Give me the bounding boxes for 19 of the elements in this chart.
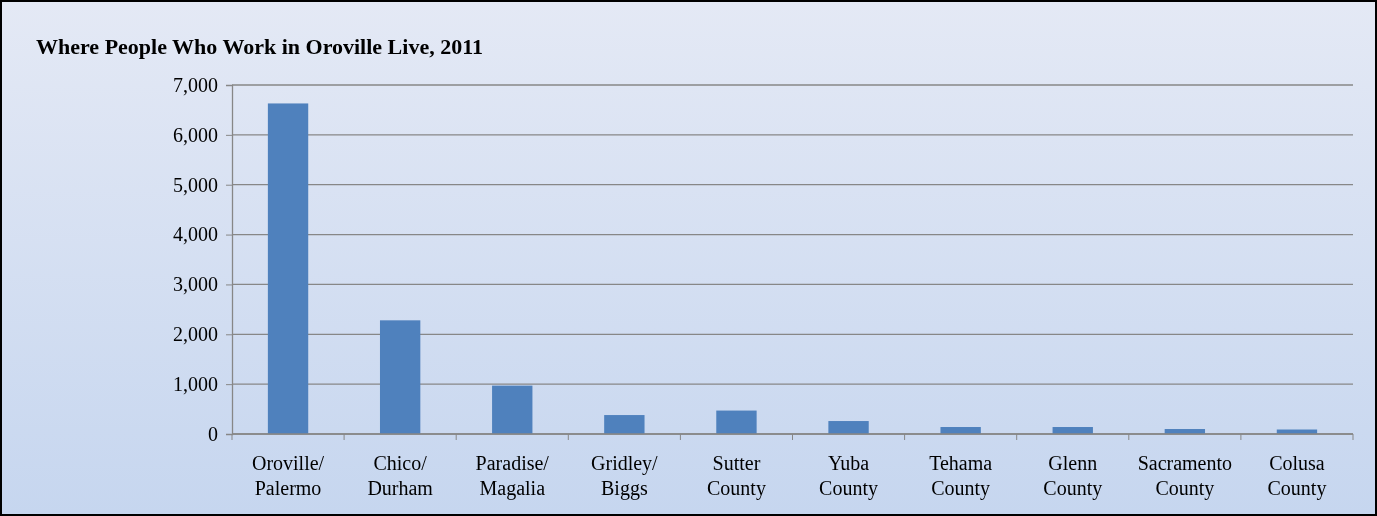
x-tick-label: Sacramento County bbox=[1137, 452, 1233, 500]
x-tick-label: Paradise/ Magalia bbox=[475, 452, 550, 500]
y-tick-label: 7,000 bbox=[173, 73, 218, 96]
y-tick-label: 0 bbox=[208, 422, 218, 445]
x-tick-label: Sutter County bbox=[707, 452, 766, 500]
x-tick-label: Oroville/ Palermo bbox=[251, 452, 325, 499]
y-tick-label: 5,000 bbox=[173, 173, 218, 196]
chart-title: Where People Who Work in Oroville Live, 2011 bbox=[36, 34, 483, 59]
y-tick-label: 6,000 bbox=[173, 123, 218, 146]
x-tick-label: Gridley/ Biggs bbox=[591, 452, 659, 500]
y-tick-label: 3,000 bbox=[173, 273, 218, 296]
x-tick-label: Glenn County bbox=[1043, 452, 1103, 500]
y-tick-label: 4,000 bbox=[173, 223, 218, 246]
x-tick-label: Yuba County bbox=[819, 452, 878, 500]
y-tick-label: 2,000 bbox=[173, 323, 218, 346]
x-tick-label: Tehama County bbox=[929, 452, 993, 500]
x-tick-label: Chico/ Durham bbox=[367, 452, 434, 499]
y-tick-label: 1,000 bbox=[173, 373, 218, 396]
x-tick-label: Colusa County bbox=[1267, 452, 1327, 500]
